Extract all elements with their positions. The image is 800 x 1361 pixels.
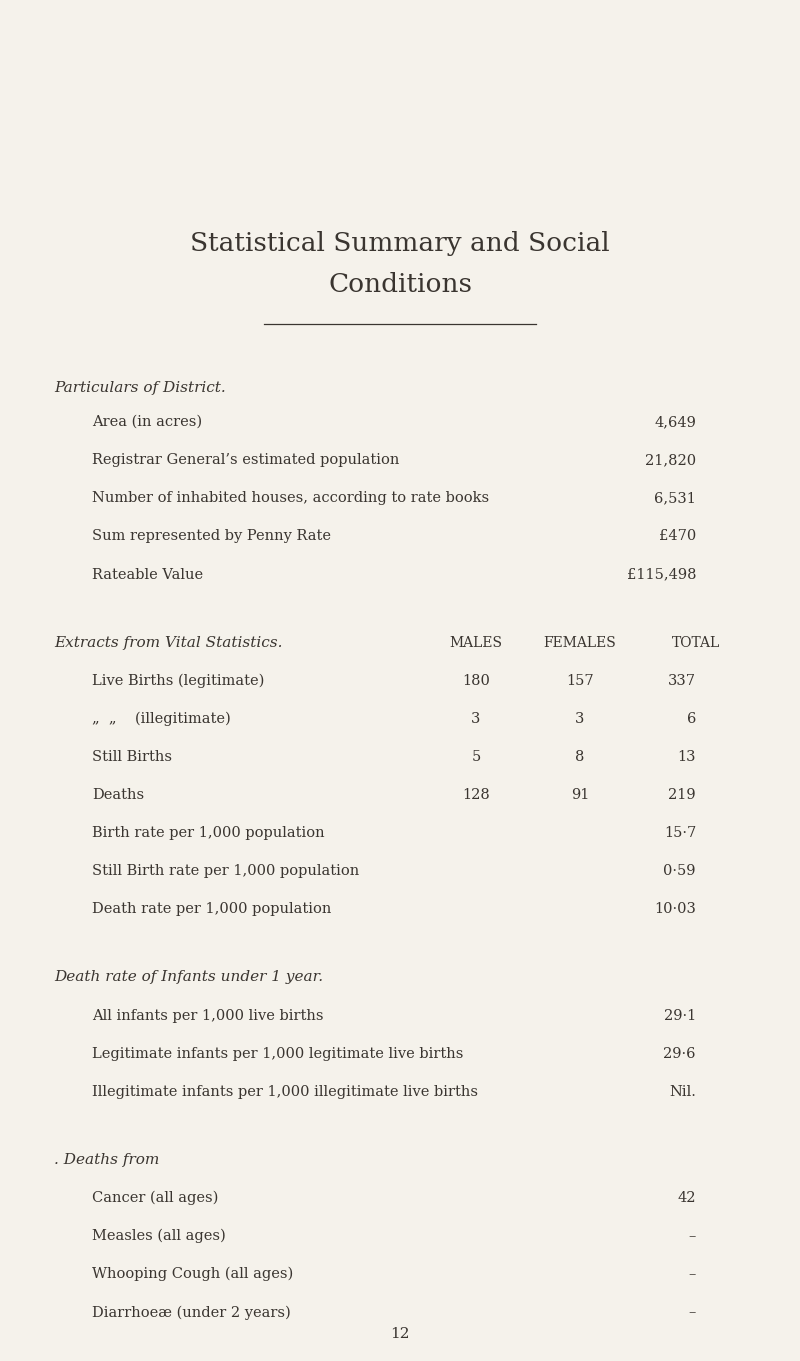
Text: 0·59: 0·59 bbox=[663, 864, 696, 878]
Text: 3: 3 bbox=[575, 712, 585, 725]
Text: 337: 337 bbox=[668, 674, 696, 687]
Text: Number of inhabited houses, according to rate books: Number of inhabited houses, according to… bbox=[92, 491, 489, 505]
Text: Death rate per 1,000 population: Death rate per 1,000 population bbox=[92, 902, 331, 916]
Text: Sum represented by Penny Rate: Sum represented by Penny Rate bbox=[92, 529, 331, 543]
Text: Whooping Cough (all ages): Whooping Cough (all ages) bbox=[92, 1267, 294, 1282]
Text: 91: 91 bbox=[571, 788, 589, 802]
Text: Cancer (all ages): Cancer (all ages) bbox=[92, 1191, 218, 1206]
Text: All infants per 1,000 live births: All infants per 1,000 live births bbox=[92, 1009, 323, 1022]
Text: £115,498: £115,498 bbox=[626, 568, 696, 581]
Text: 6,531: 6,531 bbox=[654, 491, 696, 505]
Text: Conditions: Conditions bbox=[328, 272, 472, 297]
Text: Particulars of District.: Particulars of District. bbox=[54, 381, 226, 395]
Text: –: – bbox=[689, 1229, 696, 1243]
Text: Nil.: Nil. bbox=[669, 1085, 696, 1098]
Text: Still Births: Still Births bbox=[92, 750, 172, 764]
Text: 12: 12 bbox=[390, 1327, 410, 1341]
Text: £470: £470 bbox=[658, 529, 696, 543]
Text: MALES: MALES bbox=[450, 636, 502, 649]
Text: 13: 13 bbox=[678, 750, 696, 764]
Text: 29·1: 29·1 bbox=[664, 1009, 696, 1022]
Text: Birth rate per 1,000 population: Birth rate per 1,000 population bbox=[92, 826, 325, 840]
Text: FEMALES: FEMALES bbox=[544, 636, 616, 649]
Text: Legitimate infants per 1,000 legitimate live births: Legitimate infants per 1,000 legitimate … bbox=[92, 1047, 463, 1060]
Text: TOTAL: TOTAL bbox=[672, 636, 720, 649]
Text: 42: 42 bbox=[678, 1191, 696, 1204]
Text: 6: 6 bbox=[686, 712, 696, 725]
Text: Area (in acres): Area (in acres) bbox=[92, 415, 202, 429]
Text: 21,820: 21,820 bbox=[645, 453, 696, 467]
Text: Diarrhoeæ (under 2 years): Diarrhoeæ (under 2 years) bbox=[92, 1305, 290, 1320]
Text: 3: 3 bbox=[471, 712, 481, 725]
Text: Registrar General’s estimated population: Registrar General’s estimated population bbox=[92, 453, 399, 467]
Text: Live Births (legitimate): Live Births (legitimate) bbox=[92, 674, 264, 689]
Text: Rateable Value: Rateable Value bbox=[92, 568, 203, 581]
Text: 5: 5 bbox=[471, 750, 481, 764]
Text: 219: 219 bbox=[668, 788, 696, 802]
Text: Still Birth rate per 1,000 population: Still Birth rate per 1,000 population bbox=[92, 864, 359, 878]
Text: Extracts from Vital Statistics.: Extracts from Vital Statistics. bbox=[54, 636, 283, 649]
Text: 10·03: 10·03 bbox=[654, 902, 696, 916]
Text: . Deaths from: . Deaths from bbox=[54, 1153, 160, 1166]
Text: Death rate of Infants under 1 year.: Death rate of Infants under 1 year. bbox=[54, 970, 323, 984]
Text: 128: 128 bbox=[462, 788, 490, 802]
Text: –: – bbox=[689, 1267, 696, 1281]
Text: Deaths: Deaths bbox=[92, 788, 144, 802]
Text: Statistical Summary and Social: Statistical Summary and Social bbox=[190, 231, 610, 256]
Text: 29·6: 29·6 bbox=[663, 1047, 696, 1060]
Text: 15·7: 15·7 bbox=[664, 826, 696, 840]
Text: 4,649: 4,649 bbox=[654, 415, 696, 429]
Text: „  „    (illegitimate): „ „ (illegitimate) bbox=[92, 712, 230, 727]
Text: –: – bbox=[689, 1305, 696, 1319]
Text: 8: 8 bbox=[575, 750, 585, 764]
Text: Illegitimate infants per 1,000 illegitimate live births: Illegitimate infants per 1,000 illegitim… bbox=[92, 1085, 478, 1098]
Text: Measles (all ages): Measles (all ages) bbox=[92, 1229, 226, 1244]
Text: 180: 180 bbox=[462, 674, 490, 687]
Text: 157: 157 bbox=[566, 674, 594, 687]
